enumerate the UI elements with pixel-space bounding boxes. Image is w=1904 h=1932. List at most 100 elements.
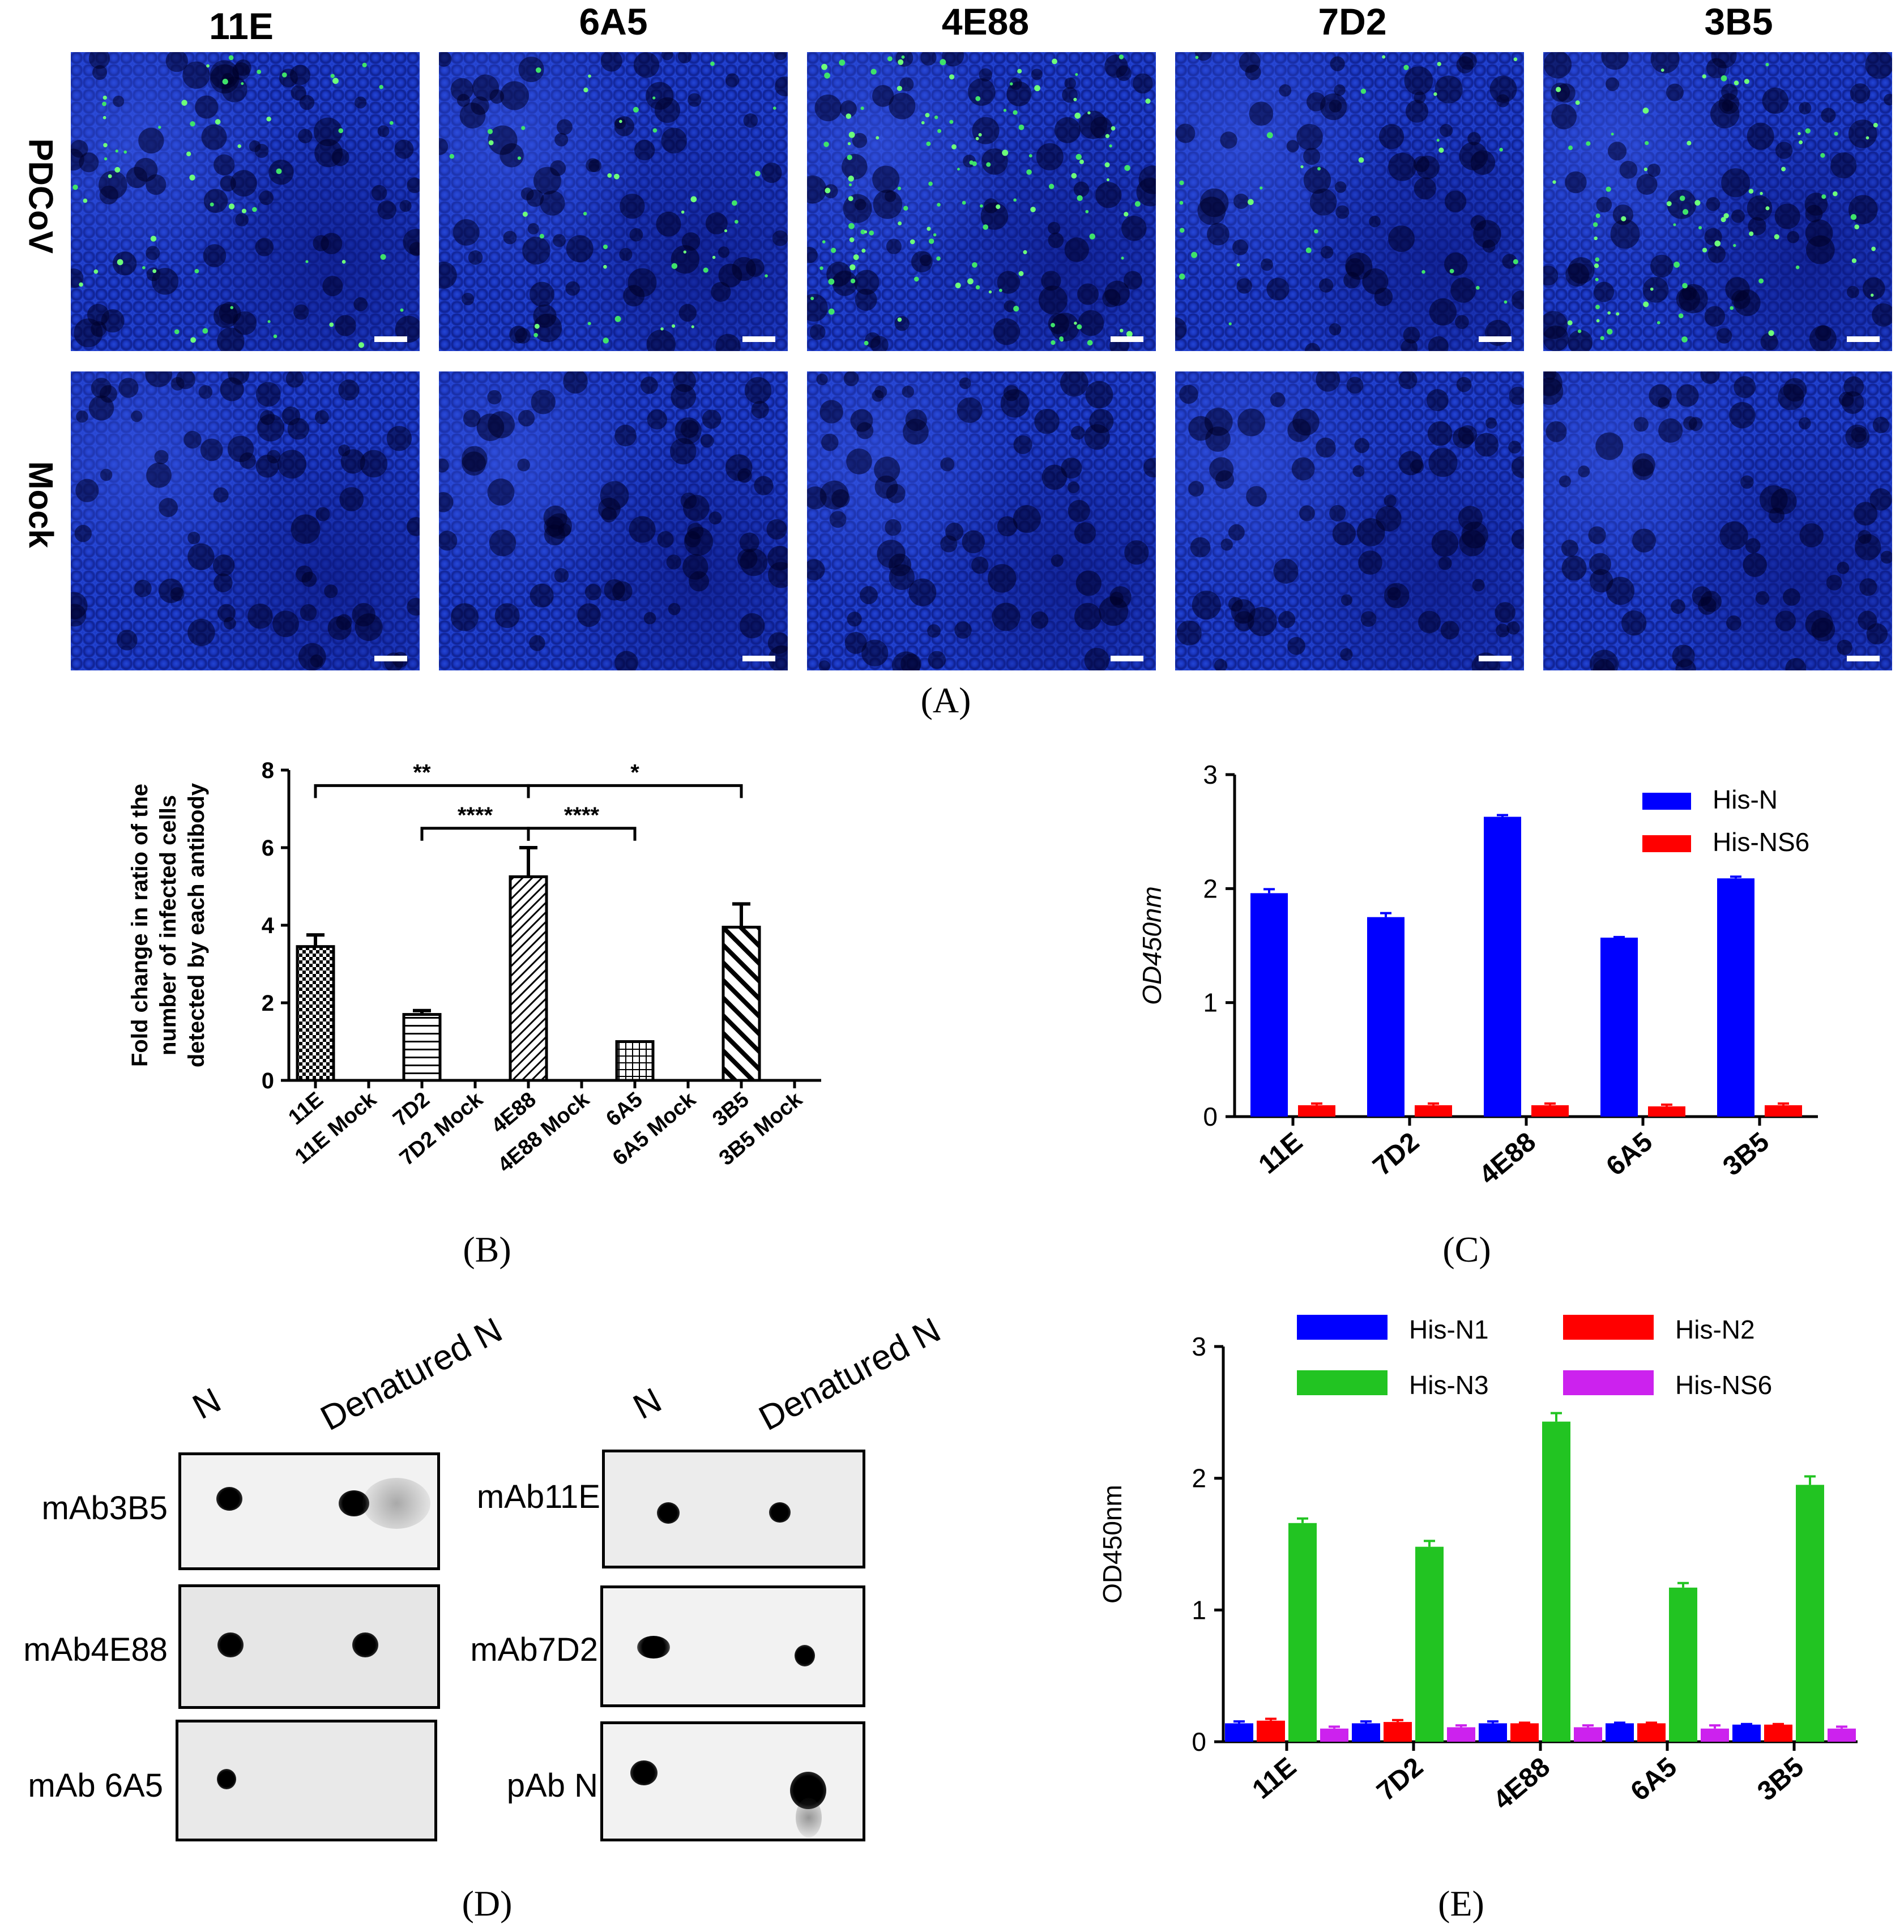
green-spot — [1018, 271, 1024, 276]
dark-patch — [1546, 421, 1567, 442]
dark-patch — [1748, 217, 1766, 236]
green-spot — [848, 196, 853, 202]
green-spot — [1607, 311, 1611, 315]
dark-patch — [754, 476, 774, 495]
dark-patch — [927, 624, 941, 638]
dark-patch — [739, 613, 765, 639]
green-spot — [330, 74, 335, 78]
green-spot — [870, 69, 877, 75]
green-spot — [861, 249, 866, 253]
dark-patch — [1345, 258, 1365, 277]
green-spot — [822, 240, 826, 243]
legend-swatch-his-n — [1642, 793, 1691, 810]
green-spot — [1017, 69, 1022, 74]
dark-patch — [407, 597, 420, 616]
dark-patch — [315, 410, 329, 425]
dark-patch — [1459, 142, 1488, 170]
dark-patch — [1461, 522, 1488, 549]
dark-patch — [353, 297, 368, 311]
dark-patch — [656, 211, 681, 237]
green-spot — [1191, 251, 1198, 258]
green-spot — [1145, 98, 1151, 104]
bar-his-n-6a5 — [1600, 937, 1638, 1117]
dark-patch — [1236, 278, 1252, 294]
dark-patch — [439, 531, 458, 551]
dot-denatured — [795, 1645, 815, 1666]
dark-patch — [1387, 587, 1401, 601]
blot-mab11e — [602, 1450, 865, 1568]
dark-patch — [1334, 181, 1347, 193]
dark-patch — [1725, 277, 1750, 302]
green-spot — [1179, 228, 1185, 233]
column-title-11e: 11E — [209, 5, 274, 47]
dark-patch — [1489, 75, 1517, 103]
dark-patch — [526, 189, 544, 207]
green-spot — [190, 337, 197, 343]
dark-patch — [1369, 215, 1381, 228]
fluorescence-spots — [807, 52, 1156, 351]
dark-patch — [463, 409, 481, 428]
dark-patch — [439, 262, 457, 289]
green-spot — [276, 168, 282, 174]
green-spot — [487, 129, 493, 134]
dark-patch — [661, 127, 687, 153]
dark-patch — [1291, 457, 1315, 481]
green-spot — [860, 229, 865, 234]
dark-patch — [604, 579, 625, 601]
green-spot — [1744, 79, 1749, 84]
green-spot — [983, 224, 989, 230]
dark-patch — [666, 554, 681, 570]
dark-patch — [634, 139, 655, 161]
dark-patch — [1774, 203, 1800, 229]
dark-patch — [75, 478, 99, 502]
bar-his-n-3b5 — [1717, 878, 1754, 1117]
dark-patch — [761, 163, 782, 183]
dark-patch — [1143, 458, 1156, 478]
green-spot — [847, 155, 852, 160]
dark-patch — [1775, 610, 1796, 631]
dark-patch — [1495, 602, 1515, 623]
green-spot — [1607, 328, 1613, 335]
dark-patch — [1034, 409, 1060, 434]
dark-patch — [1787, 230, 1799, 243]
dark-patch — [233, 311, 257, 335]
green-spot — [358, 342, 365, 348]
dark-patch — [1845, 424, 1870, 449]
green-spot — [1079, 159, 1084, 164]
dark-patch — [619, 247, 633, 261]
blot-label-mab7d2: mAb7D2 — [470, 1631, 598, 1668]
fluorescence-spots — [1543, 52, 1892, 351]
green-spot — [824, 72, 830, 79]
chart-c: 0 1 2 3 OD450nm 11E 7D2 4E88 6A5 3B5 His-N His-NS6 — [1137, 760, 1818, 1190]
dark-patch — [1287, 418, 1311, 442]
dark-patch — [1869, 488, 1892, 511]
bar-his-ns6-4e88 — [1574, 1727, 1602, 1742]
dark-patch — [940, 457, 955, 472]
green-spot — [850, 279, 856, 284]
green-spot — [488, 140, 494, 146]
bar-11e — [296, 945, 335, 1082]
green-spot — [847, 142, 851, 146]
bar-3b5 — [722, 925, 761, 1082]
green-spot — [910, 239, 915, 245]
dark-patch — [1704, 306, 1726, 327]
dark-patch — [1658, 418, 1683, 443]
dark-patch — [1041, 271, 1061, 291]
dark-patch — [1188, 481, 1204, 497]
green-spot — [1433, 92, 1437, 96]
dark-patch — [1671, 599, 1685, 614]
dark-patch — [1444, 252, 1468, 276]
dark-patch — [322, 276, 343, 297]
green-spot — [1119, 54, 1124, 59]
dark-patch — [1060, 371, 1088, 397]
y-tick-label: 2 — [1192, 1464, 1206, 1493]
dark-patch — [1414, 177, 1436, 200]
green-spot — [936, 256, 941, 261]
dark-patch — [840, 100, 857, 118]
dark-patch — [1085, 381, 1113, 409]
dark-patch — [1410, 459, 1424, 473]
dark-patch — [1884, 93, 1892, 106]
scale-bar — [1479, 656, 1512, 661]
green-spot — [1556, 87, 1561, 92]
dark-patch — [708, 511, 722, 525]
